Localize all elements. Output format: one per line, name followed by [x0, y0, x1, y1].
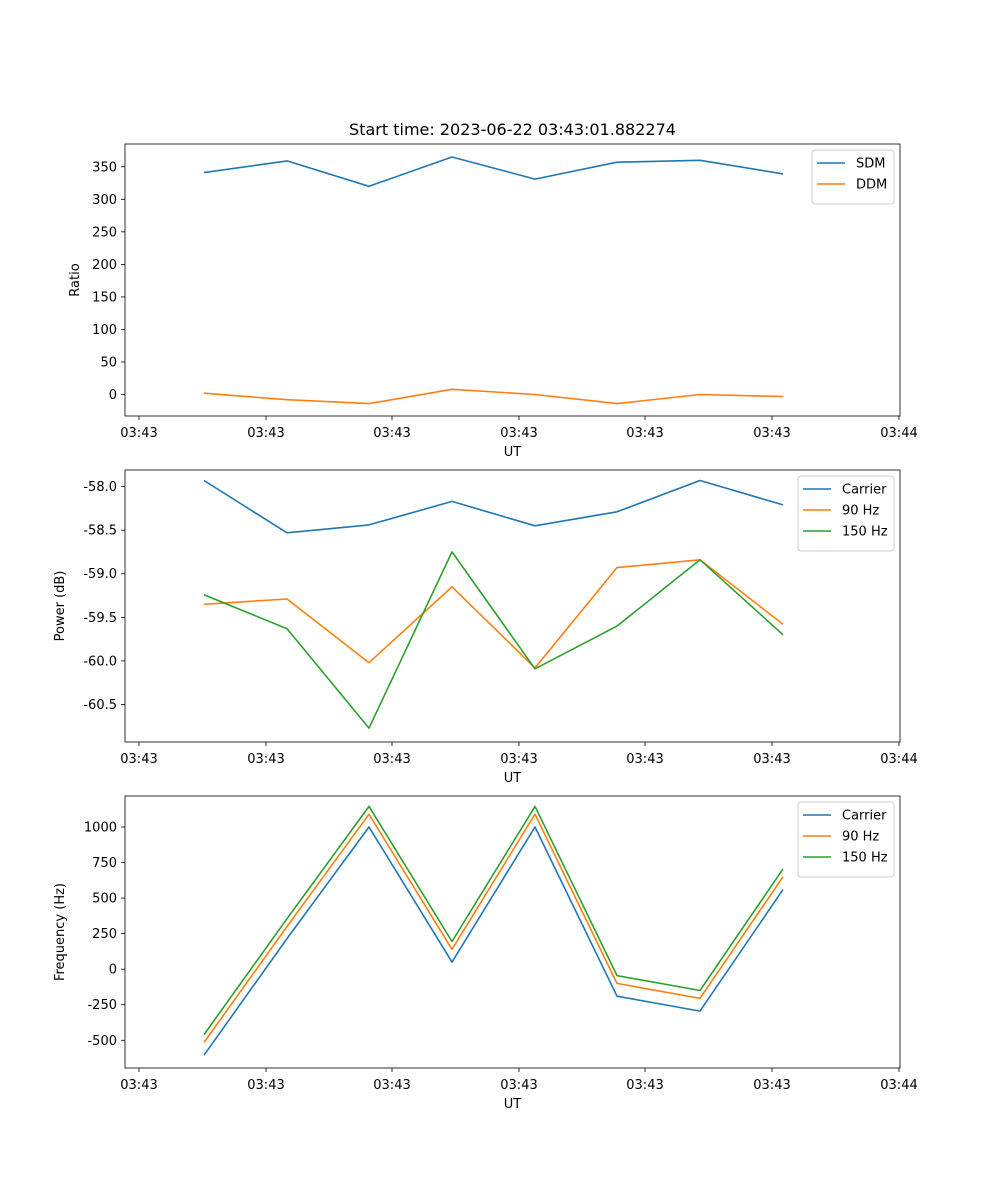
series-line-sdm: [203, 156, 784, 188]
legend-label: Carrier: [842, 483, 887, 498]
chart-panel-3: 03:43 03:43 03:43 03:43 03:43 03:43 03:44 UT -50…: [53, 795, 918, 1112]
chart-title: Start time: 2023-06-22 03:43:01.882274: [349, 120, 676, 139]
y-tick-label: -59.5: [83, 611, 117, 626]
x-tick-label: 03:43: [626, 752, 663, 767]
x-tick-label: 03:43: [500, 1078, 537, 1093]
plot-frame: [124, 469, 901, 743]
y-tick-label: 500: [92, 892, 117, 907]
y-axis-label: Frequency (Hz): [53, 883, 68, 981]
x-tick-label: 03:43: [120, 752, 157, 767]
legend-label: Carrier: [842, 809, 887, 824]
y-tick-label: -250: [87, 998, 117, 1013]
series-line-carrier: [203, 826, 784, 1056]
series-line-ddm: [203, 388, 784, 405]
y-tick-label: -60.0: [83, 654, 117, 669]
series-line-150-hz: [203, 805, 784, 1036]
y-tick-label: -60.5: [83, 698, 117, 713]
charts: Start time: 2023-06-22 03:43:01.88227403…: [53, 120, 918, 1112]
x-tick-label: 03:43: [626, 426, 663, 441]
x-tick-label: 03:43: [120, 1078, 157, 1093]
y-axis-label: Ratio: [68, 263, 83, 296]
y-tick-label: -500: [87, 1034, 117, 1049]
x-axis-label: UT: [504, 445, 522, 460]
x-tick-label: 03:43: [500, 752, 537, 767]
x-axis-label: UT: [504, 1097, 522, 1112]
y-tick-label: 200: [92, 258, 117, 273]
y-tick-label: -58.5: [83, 524, 117, 539]
x-axis-label: UT: [504, 771, 522, 786]
legend-label: DDM: [856, 178, 887, 193]
x-tick-label: 03:44: [880, 752, 917, 767]
chart-panel-1: Start time: 2023-06-22 03:43:01.88227403…: [68, 120, 918, 460]
y-tick-label: 0: [109, 388, 117, 403]
y-tick-label: 300: [92, 193, 117, 208]
x-tick-label: 03:43: [753, 752, 790, 767]
x-tick-label: 03:43: [373, 426, 410, 441]
x-tick-label: 03:43: [247, 1078, 284, 1093]
plot-frame: [124, 795, 901, 1069]
x-tick-label: 03:43: [753, 426, 790, 441]
x-tick-label: 03:44: [880, 1078, 917, 1093]
x-tick-label: 03:43: [247, 752, 284, 767]
series-line-90-hz: [203, 558, 784, 669]
y-tick-label: 250: [92, 225, 117, 240]
x-tick-label: 03:43: [247, 426, 284, 441]
y-tick-label: -58.0: [83, 480, 117, 495]
x-tick-label: 03:43: [373, 752, 410, 767]
y-tick-label: 750: [92, 856, 117, 871]
chart-panel-2: 03:43 03:43 03:43 03:43 03:43 03:43 03:44 UT -60…: [53, 469, 918, 786]
y-axis-label: Power (dB): [53, 571, 68, 642]
y-tick-label: 250: [92, 927, 117, 942]
series-line-90-hz: [203, 813, 784, 1043]
y-tick-label: -59.0: [83, 567, 117, 582]
x-tick-label: 03:44: [880, 426, 917, 441]
y-tick-label: 150: [92, 290, 117, 305]
series-line-carrier: [203, 479, 784, 534]
x-tick-label: 03:43: [373, 1078, 410, 1093]
legend: Carrier 90 Hz 150 Hz: [797, 801, 895, 878]
y-tick-label: 350: [92, 160, 117, 175]
y-tick-label: 0: [109, 963, 117, 978]
legend-label: SDM: [856, 157, 885, 172]
y-tick-label: 1000: [84, 820, 117, 835]
legend-label: 90 Hz: [842, 830, 879, 845]
legend-label: 150 Hz: [842, 525, 888, 540]
legend-box: [797, 801, 895, 878]
plot-frame: [124, 143, 901, 417]
legend-label: 90 Hz: [842, 504, 879, 519]
x-tick-label: 03:43: [626, 1078, 663, 1093]
x-tick-label: 03:43: [753, 1078, 790, 1093]
x-tick-label: 03:43: [500, 426, 537, 441]
series-line-150-hz: [203, 551, 784, 729]
legend: SDM DDM: [811, 149, 895, 205]
y-tick-label: 50: [100, 355, 117, 370]
y-tick-label: 100: [92, 323, 117, 338]
legend-label: 150 Hz: [842, 851, 888, 866]
legend: Carrier 90 Hz 150 Hz: [797, 475, 895, 552]
x-tick-label: 03:43: [120, 426, 157, 441]
legend-box: [797, 475, 895, 552]
